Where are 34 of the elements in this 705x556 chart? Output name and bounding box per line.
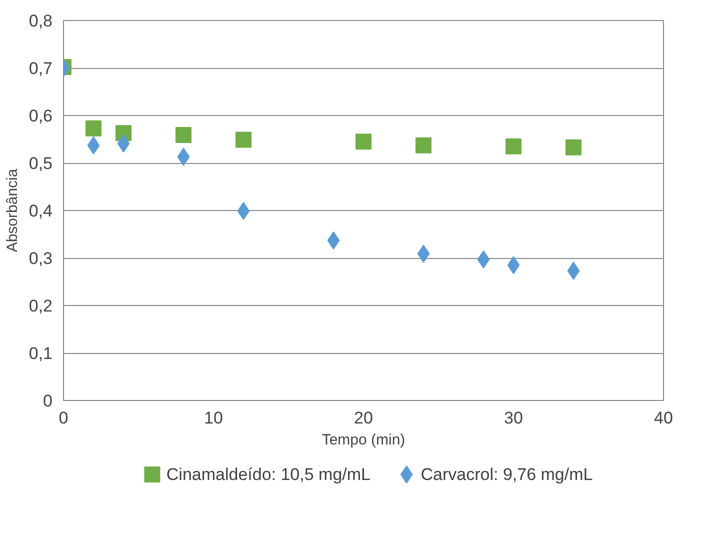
point: [506, 138, 522, 154]
y-tick-label: 0,8: [28, 12, 53, 30]
point: [417, 244, 430, 263]
point: [177, 148, 190, 166]
point: [567, 262, 580, 280]
y-tick-label: 0,6: [28, 106, 53, 126]
x-tick-label: 40: [654, 408, 673, 428]
point: [176, 126, 192, 143]
y-tick-label: 0,5: [28, 154, 53, 173]
legend-label: Cinamaldeído: 10,5 mg/mL: [166, 465, 370, 484]
x-tick-label: 20: [354, 408, 373, 428]
point: [327, 231, 340, 250]
y-tick-label: 0,4: [28, 202, 53, 220]
point: [236, 132, 252, 148]
x-tick-label: 10: [204, 408, 223, 428]
y-tick-label: 0,7: [28, 59, 53, 78]
x-tick-label: 30: [504, 408, 523, 428]
point: [117, 134, 130, 153]
point: [416, 137, 432, 154]
point: [477, 250, 490, 268]
y-tick-label: 0,1: [28, 344, 53, 363]
y-axis-title: Absorbância: [4, 168, 21, 252]
legend-label: Carvacrol: 9,76 mg/mL: [420, 465, 593, 484]
y-tick-label: 0: [43, 392, 53, 410]
x-tick-label: 0: [58, 408, 68, 428]
point: [507, 256, 520, 274]
y-tick-label: 0,2: [28, 296, 53, 316]
point: [566, 139, 582, 156]
y-tick-label: 0,3: [28, 249, 53, 268]
point: [87, 136, 100, 154]
point: [356, 134, 372, 150]
point: [237, 202, 250, 220]
x-axis-title: Tempo (min): [322, 432, 406, 448]
point: [86, 120, 102, 136]
